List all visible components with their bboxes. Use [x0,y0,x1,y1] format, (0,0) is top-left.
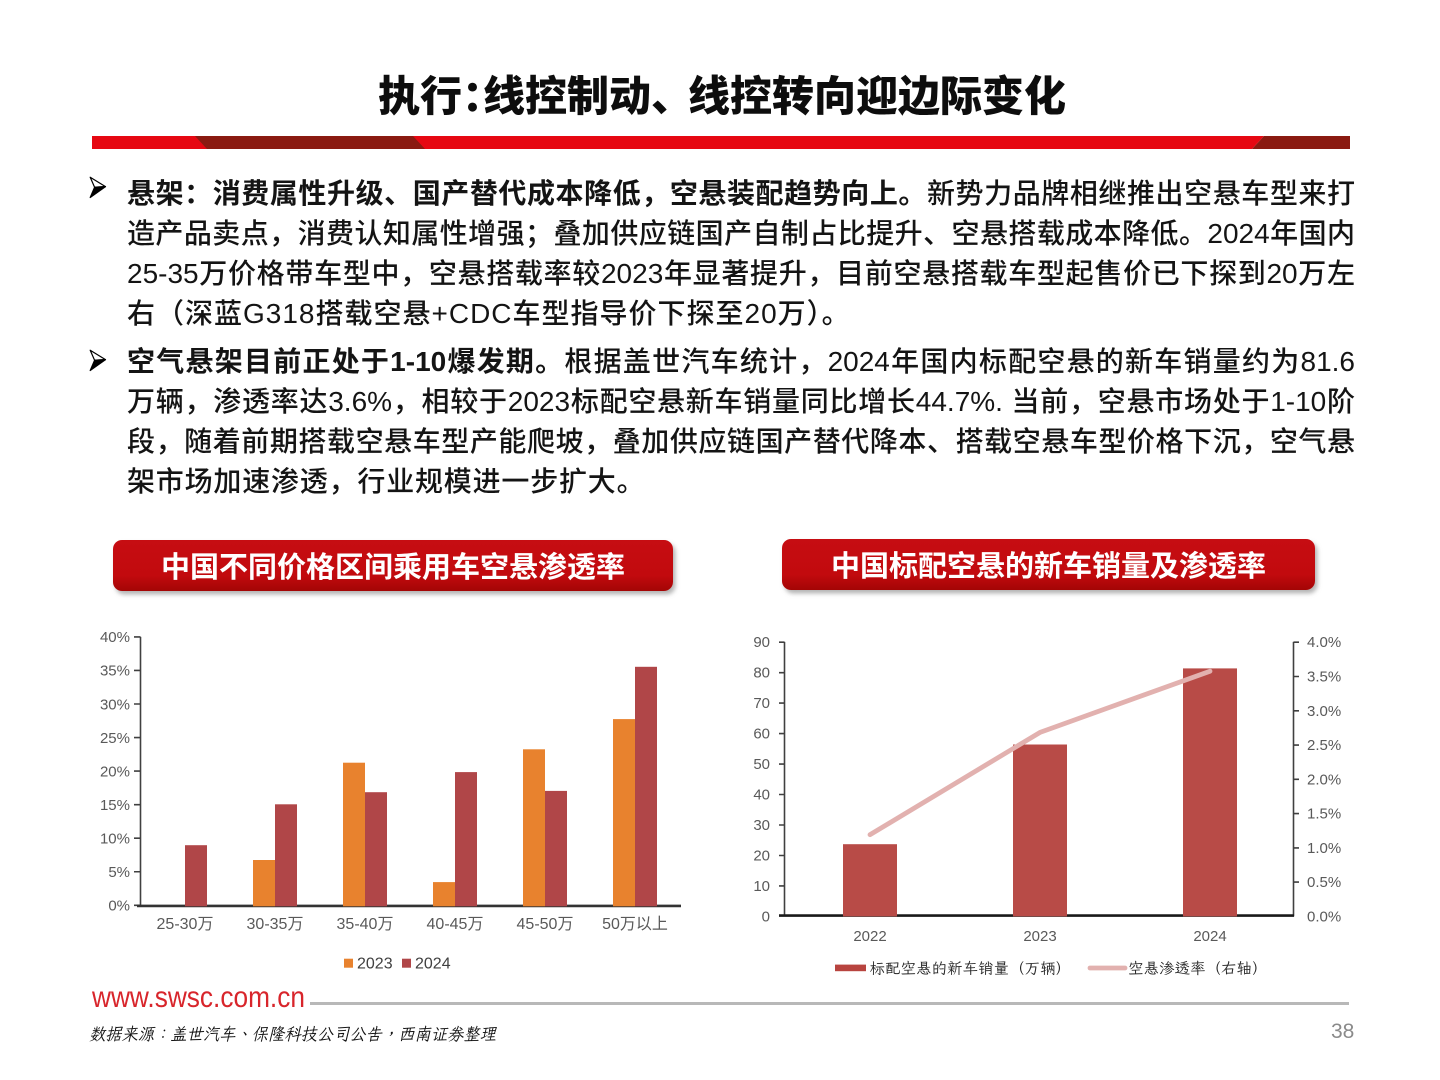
svg-text:0.5%: 0.5% [1307,874,1341,891]
svg-text:40: 40 [753,787,770,804]
svg-text:50: 50 [753,756,770,773]
svg-text:0: 0 [762,908,770,925]
svg-text:45-50万: 45-50万 [517,916,574,933]
svg-text:20: 20 [753,848,770,865]
svg-text:1.0%: 1.0% [1307,840,1341,857]
svg-text:2022: 2022 [853,928,886,945]
svg-text:25-30万: 25-30万 [157,916,214,933]
svg-text:2024: 2024 [415,956,451,973]
svg-text:40-45万: 40-45万 [427,916,484,933]
svg-text:空悬渗透率（右轴）: 空悬渗透率（右轴） [1128,959,1268,979]
svg-text:2.5%: 2.5% [1307,737,1341,754]
svg-text:30: 30 [753,817,770,834]
svg-text:2023: 2023 [357,956,393,973]
svg-text:35-40万: 35-40万 [337,916,394,933]
svg-text:5%: 5% [108,864,130,881]
svg-text:20%: 20% [100,763,130,780]
svg-text:3.5%: 3.5% [1307,669,1341,686]
svg-text:30-35万: 30-35万 [247,916,304,933]
svg-text:60: 60 [753,726,770,743]
svg-text:2.0%: 2.0% [1307,771,1341,788]
svg-text:1.5%: 1.5% [1307,806,1341,823]
svg-text:4.0%: 4.0% [1307,634,1341,651]
svg-text:0%: 0% [108,898,130,915]
svg-text:90: 90 [753,634,770,651]
svg-text:2023: 2023 [1023,928,1056,945]
svg-text:标配空悬的新车销量（万辆）: 标配空悬的新车销量（万辆） [870,959,1072,979]
svg-text:2024: 2024 [1193,928,1226,945]
svg-text:10: 10 [753,878,770,895]
svg-text:30%: 30% [100,696,130,713]
svg-text:35%: 35% [100,663,130,680]
svg-text:25%: 25% [100,730,130,747]
svg-text:3.0%: 3.0% [1307,703,1341,720]
svg-text:0.0%: 0.0% [1307,908,1341,925]
svg-text:50万以上: 50万以上 [602,915,668,933]
svg-text:10%: 10% [100,831,130,848]
svg-text:40%: 40% [100,629,130,646]
svg-text:80: 80 [753,665,770,682]
svg-text:70: 70 [753,695,770,712]
svg-text:15%: 15% [100,797,130,814]
